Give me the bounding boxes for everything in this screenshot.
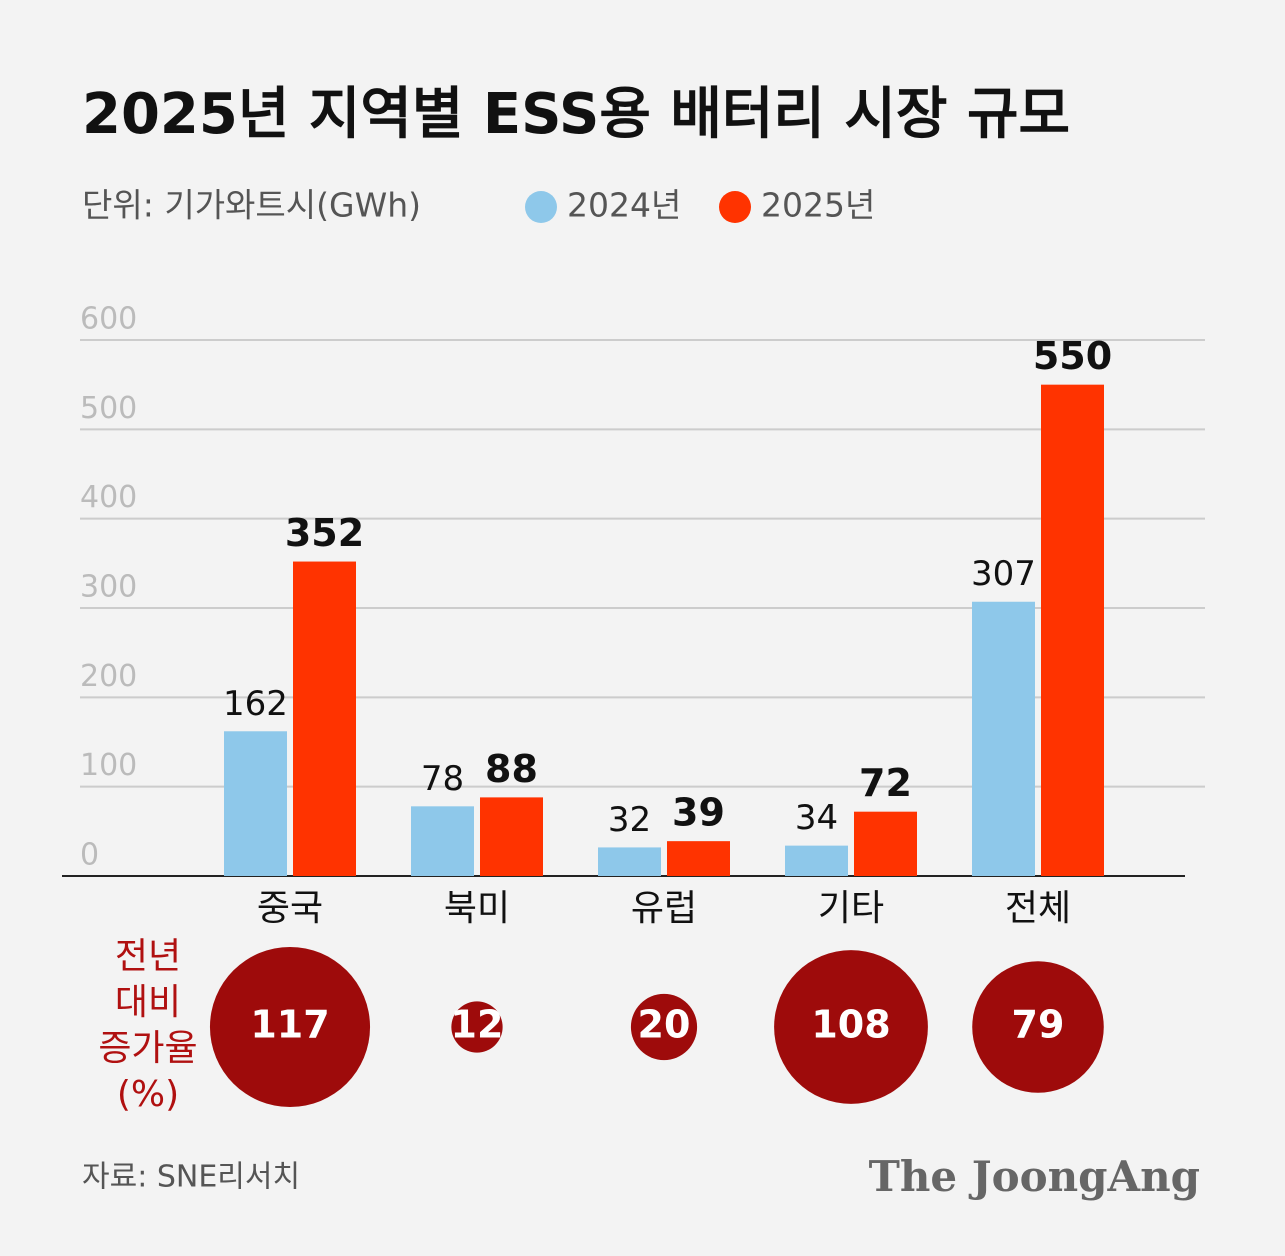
bar: [293, 561, 356, 876]
growth-title: (%): [117, 1074, 179, 1115]
legend-label: 2025년: [761, 186, 875, 225]
legend-label: 2024년: [567, 186, 681, 225]
source: 자료: SNE리서치: [82, 1160, 300, 1195]
growth-label: 79: [1012, 1003, 1065, 1047]
value-label: 307: [971, 554, 1036, 594]
x-tick-label: 북미: [444, 888, 510, 929]
value-label: 32: [608, 800, 651, 840]
value-label: 352: [285, 511, 364, 555]
y-tick-label: 500: [80, 391, 137, 426]
y-tick-label: 0: [80, 838, 99, 873]
value-label: 34: [795, 798, 838, 838]
y-tick-label: 300: [80, 570, 137, 605]
value-label: 78: [421, 759, 464, 799]
bar: [480, 797, 543, 876]
y-tick-label: 100: [80, 748, 137, 783]
x-tick-label: 유럽: [631, 888, 697, 929]
growth-title: 증가율: [98, 1028, 197, 1069]
bar: [1041, 384, 1104, 876]
y-tick-label: 200: [80, 659, 137, 694]
x-tick-label: 전체: [1005, 888, 1071, 929]
y-tick-label: 400: [80, 480, 137, 515]
bar: [598, 847, 661, 876]
x-tick-label: 기타: [818, 888, 884, 929]
growth-bubble: [451, 1001, 503, 1053]
y-tick-label: 600: [80, 302, 137, 337]
chart-title: 2025년 지역별 ESS용 배터리 시장 규모: [82, 82, 1070, 147]
growth-title: 전년: [115, 936, 181, 977]
brand: The JoongAng: [869, 1152, 1200, 1201]
growth-label: 117: [250, 1003, 329, 1047]
value-label: 39: [672, 791, 725, 835]
value-label: 88: [485, 747, 538, 791]
bar: [224, 731, 287, 876]
growth-label: 20: [638, 1003, 691, 1047]
value-label: 550: [1033, 334, 1112, 378]
growth-bubble: [209, 946, 371, 1108]
unit-label: 단위: 기가와트시(GWh): [82, 186, 421, 225]
growth-title: 대비: [115, 982, 181, 1023]
growth-bubble: [972, 961, 1104, 1093]
value-label: 72: [859, 761, 912, 805]
growth-label: 12: [451, 1003, 504, 1047]
legend-swatch: [719, 191, 751, 223]
growth-label: 108: [811, 1003, 890, 1047]
bar: [972, 601, 1035, 876]
growth-bubble: [774, 950, 928, 1104]
x-tick-label: 중국: [257, 888, 323, 929]
bar: [785, 845, 848, 876]
bar: [667, 841, 730, 876]
legend-swatch: [525, 191, 557, 223]
growth-bubble: [630, 993, 698, 1061]
bar: [854, 811, 917, 876]
bar: [411, 806, 474, 876]
value-label: 162: [223, 684, 288, 724]
